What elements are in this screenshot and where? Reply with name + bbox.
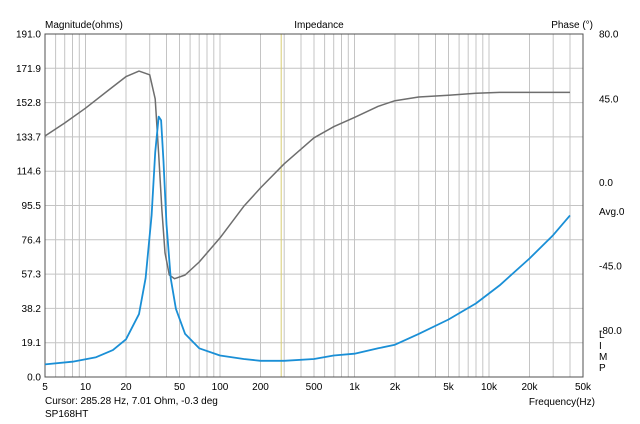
side-letter: P — [599, 363, 606, 374]
x-tick-label: 20k — [521, 382, 538, 393]
x-tick-label: 500 — [306, 382, 323, 393]
x-tick-label: 20 — [120, 382, 132, 393]
left-tick-label: 57.3 — [22, 270, 42, 281]
avg-label: Avg.0 — [599, 207, 625, 218]
left-tick-label: 19.1 — [22, 338, 42, 349]
phase-line — [44, 70, 570, 280]
x-tick-label: 50 — [174, 382, 186, 393]
x-tick-label: 5 — [42, 382, 48, 393]
left-tick-label: 133.7 — [16, 132, 41, 143]
right-axis-title: Phase (°) — [551, 20, 593, 31]
x-tick-labels: 5 10 20 50 100 200 500 1k 2k 5k 10k 20k 50k — [42, 382, 592, 393]
right-tick-label: -80.0 — [599, 326, 622, 337]
left-tick-label: 0.0 — [27, 373, 41, 384]
left-tick-label: 152.8 — [16, 98, 41, 109]
side-letter: L — [599, 330, 605, 341]
x-tick-label: 1k — [349, 382, 361, 393]
right-tick-label: 45.0 — [599, 94, 619, 105]
left-tick-labels: 0.0 19.1 38.2 57.3 76.4 95.5 114.6 133.7 152.8 17… — [16, 30, 41, 384]
x-axis-title: Frequency(Hz) — [529, 397, 595, 408]
x-tick-label: 10k — [481, 382, 498, 393]
x-tick-label: 100 — [212, 382, 229, 393]
x-tick-label: 200 — [252, 382, 269, 393]
plot-frame — [44, 33, 584, 378]
model-label: SP168HT — [45, 409, 89, 420]
left-tick-label: 76.4 — [22, 235, 42, 246]
right-tick-label: 0.0 — [599, 178, 613, 189]
chart-title: Impedance — [294, 20, 344, 31]
left-tick-label: 38.2 — [22, 304, 42, 315]
x-tick-label: 5k — [443, 382, 455, 393]
cursor-readout: Cursor: 285.28 Hz, 7.01 Ohm, -0.3 deg — [45, 396, 218, 407]
left-tick-label: 95.5 — [22, 201, 42, 212]
left-axis-title: Magnitude(ohms) — [45, 20, 123, 31]
left-tick-label: 191.0 — [16, 30, 41, 41]
side-letter: I — [599, 341, 602, 352]
magnitude-line — [44, 115, 571, 366]
x-tick-label: 2k — [390, 382, 402, 393]
right-tick-label: -45.0 — [599, 261, 622, 272]
x-tick-label: 10 — [80, 382, 92, 393]
left-tick-label: 114.6 — [17, 167, 42, 178]
x-tick-label: 50k — [575, 382, 592, 393]
side-letter: M — [599, 352, 607, 363]
right-tick-label: 80.0 — [599, 30, 619, 41]
left-tick-label: 171.9 — [16, 64, 41, 75]
right-tick-labels: 80.0 45.0 0.0 -45.0 -80.0 — [599, 30, 622, 338]
